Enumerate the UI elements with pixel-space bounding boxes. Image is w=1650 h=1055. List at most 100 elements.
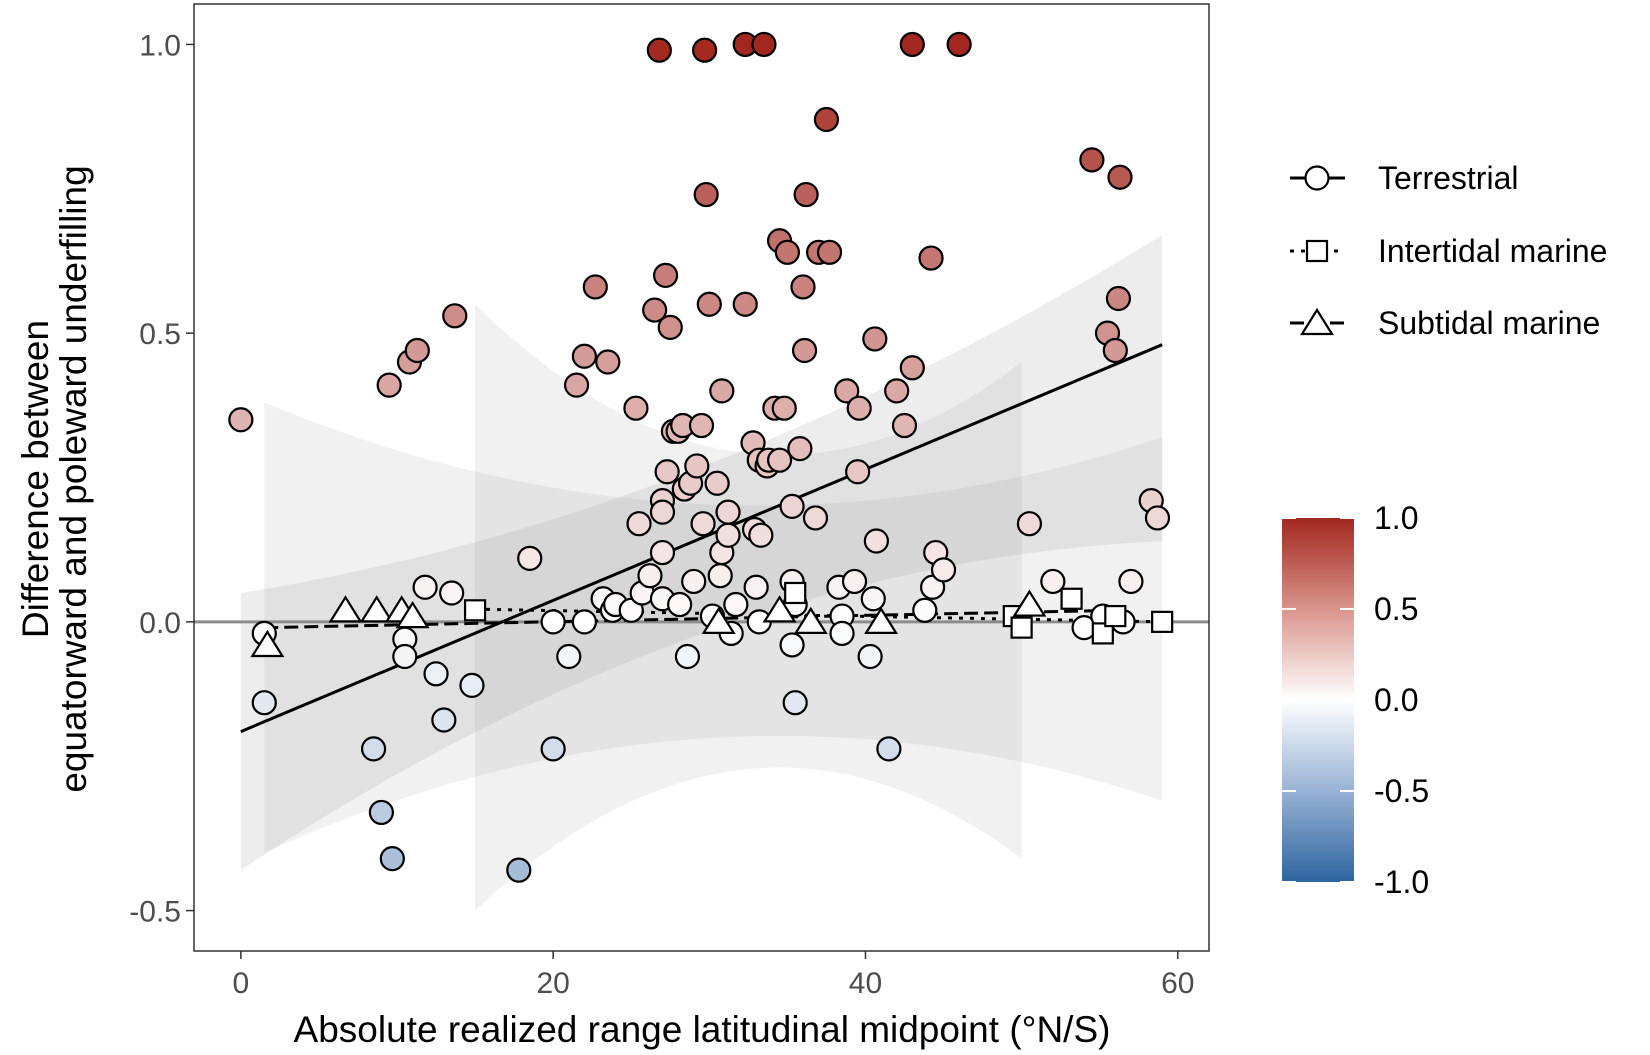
terrestrial-point-19 — [540, 736, 566, 762]
colorbar-tick-label-0: 1.0 — [1374, 500, 1418, 536]
terrestrial-point-64 — [715, 499, 741, 525]
terrestrial-point-51 — [681, 568, 707, 595]
terrestrial-point-83 — [779, 493, 805, 519]
terrestrial-point-52 — [684, 453, 710, 479]
colorbar-tick-label-3: -0.5 — [1374, 773, 1429, 809]
terrestrial-point-60 — [707, 563, 733, 589]
terrestrial-point-91 — [793, 181, 819, 208]
intertidal-point-5 — [1091, 622, 1114, 645]
terrestrial-point-25 — [582, 274, 608, 300]
subtidal-point-0 — [250, 629, 285, 658]
terrestrial-point-75 — [751, 31, 777, 58]
terrestrial-point-104 — [860, 586, 886, 612]
terrestrial-point-3 — [360, 736, 387, 762]
terrestrial-point-24 — [571, 609, 597, 635]
terrestrial-point-49 — [674, 643, 701, 670]
terrestrial-point-88 — [787, 436, 813, 462]
terrestrial-point-94 — [813, 106, 840, 133]
terrestrial-point-81 — [771, 395, 797, 421]
terrestrial-point-117 — [946, 31, 972, 58]
terrestrial-point-38 — [649, 499, 676, 525]
terrestrial-point-23 — [571, 343, 597, 369]
intertidal-point-4 — [1060, 587, 1083, 610]
subtidal-point-5 — [701, 606, 736, 635]
terrestrial-point-102 — [846, 395, 872, 421]
terrestrial-point-130 — [1144, 505, 1171, 531]
terrestrial-point-110 — [899, 355, 925, 381]
terrestrial-point-111 — [899, 31, 925, 58]
terrestrial-point-53 — [688, 412, 715, 439]
terrestrial-point-56 — [693, 181, 719, 208]
legend-label-1: Intertidal marine — [1378, 233, 1607, 269]
intertidal-point-6 — [1104, 604, 1127, 628]
intertidal-point-1 — [784, 581, 807, 605]
terrestrial-point-39 — [649, 539, 676, 566]
terrestrial-point-108 — [884, 378, 910, 404]
legend-label-2: Subtidal marine — [1378, 305, 1600, 341]
terrestrial-point-121 — [1079, 147, 1105, 173]
terrestrial-point-87 — [782, 690, 808, 716]
terrestrial-point-85 — [779, 632, 805, 658]
terrestrial-point-15 — [442, 303, 468, 329]
terrestrial-point-5 — [376, 372, 402, 398]
subtidal-point-7 — [793, 606, 828, 635]
x-axis: 0 20 40 60 — [233, 951, 1194, 1000]
terrestrial-point-11 — [412, 574, 438, 600]
terrestrial-point-66 — [723, 591, 749, 618]
terrestrial-point-79 — [766, 447, 793, 473]
subtidal-point-4 — [395, 601, 430, 629]
y-axis-label-line1: Difference between — [15, 320, 56, 638]
terrestrial-point-6 — [379, 846, 405, 872]
terrestrial-point-125 — [1105, 285, 1132, 312]
terrestrial-point-34 — [637, 563, 663, 589]
terrestrial-point-106 — [863, 528, 889, 554]
terrestrial-point-14 — [439, 580, 465, 606]
terrestrial-point-119 — [1040, 568, 1066, 595]
y-tick-label-1: 0.0 — [139, 607, 181, 640]
terrestrial-point-46 — [667, 591, 693, 618]
terrestrial-point-31 — [623, 395, 649, 421]
terrestrial-point-35 — [642, 297, 668, 323]
intertidal-point-7 — [1151, 610, 1174, 633]
terrestrial-point-67 — [732, 291, 758, 317]
y-tick-label-0: -0.5 — [129, 896, 181, 929]
x-tick-label-0: 0 — [233, 967, 250, 1000]
terrestrial-point-107 — [876, 736, 902, 762]
terrestrial-point-21 — [556, 643, 582, 670]
terrestrial-point-109 — [891, 412, 918, 439]
intertidal-trend-line — [475, 607, 1163, 624]
terrestrial-point-63 — [715, 522, 741, 548]
subtidal-point-2 — [359, 595, 394, 623]
subtidal-point-6 — [762, 595, 797, 623]
terrestrial-point-4 — [368, 799, 394, 826]
legend-key-square-icon — [1305, 239, 1329, 263]
colorbar-tick-label-1: 0.5 — [1374, 591, 1418, 627]
terrestrial-point-113 — [918, 245, 944, 271]
terrestrial-point-17 — [506, 857, 532, 883]
subtidal-point-8 — [864, 606, 899, 635]
terrestrial-point-71 — [743, 574, 769, 600]
terrestrial-point-112 — [912, 597, 938, 623]
terrestrial-point-10 — [404, 337, 430, 364]
terrestrial-point-103 — [857, 643, 883, 670]
terrestrial-point-92 — [802, 505, 829, 531]
terrestrial-point-43 — [657, 314, 683, 340]
terrestrial-point-54 — [690, 511, 716, 537]
terrestrial-point-32 — [626, 511, 652, 537]
terrestrial-point-118 — [1016, 511, 1043, 537]
terrestrial-point-126 — [1107, 164, 1133, 190]
terrestrial-point-36 — [646, 37, 672, 63]
terrestrial-trend-line — [240, 343, 1163, 733]
x-tick-label-1: 20 — [536, 967, 569, 1000]
colorbar-tick-label-2: 0.0 — [1374, 682, 1418, 718]
terrestrial-point-12 — [423, 661, 449, 687]
terrestrial-point-18 — [517, 545, 543, 571]
subtidal-point-9 — [1012, 589, 1047, 617]
terrestrial-point-13 — [431, 707, 457, 733]
y-tick-label-3: 1.0 — [139, 29, 181, 62]
intertidal-point-3 — [1010, 616, 1033, 639]
legend-key-circle-icon — [1304, 165, 1330, 191]
terrestrial-point-42 — [654, 459, 680, 485]
